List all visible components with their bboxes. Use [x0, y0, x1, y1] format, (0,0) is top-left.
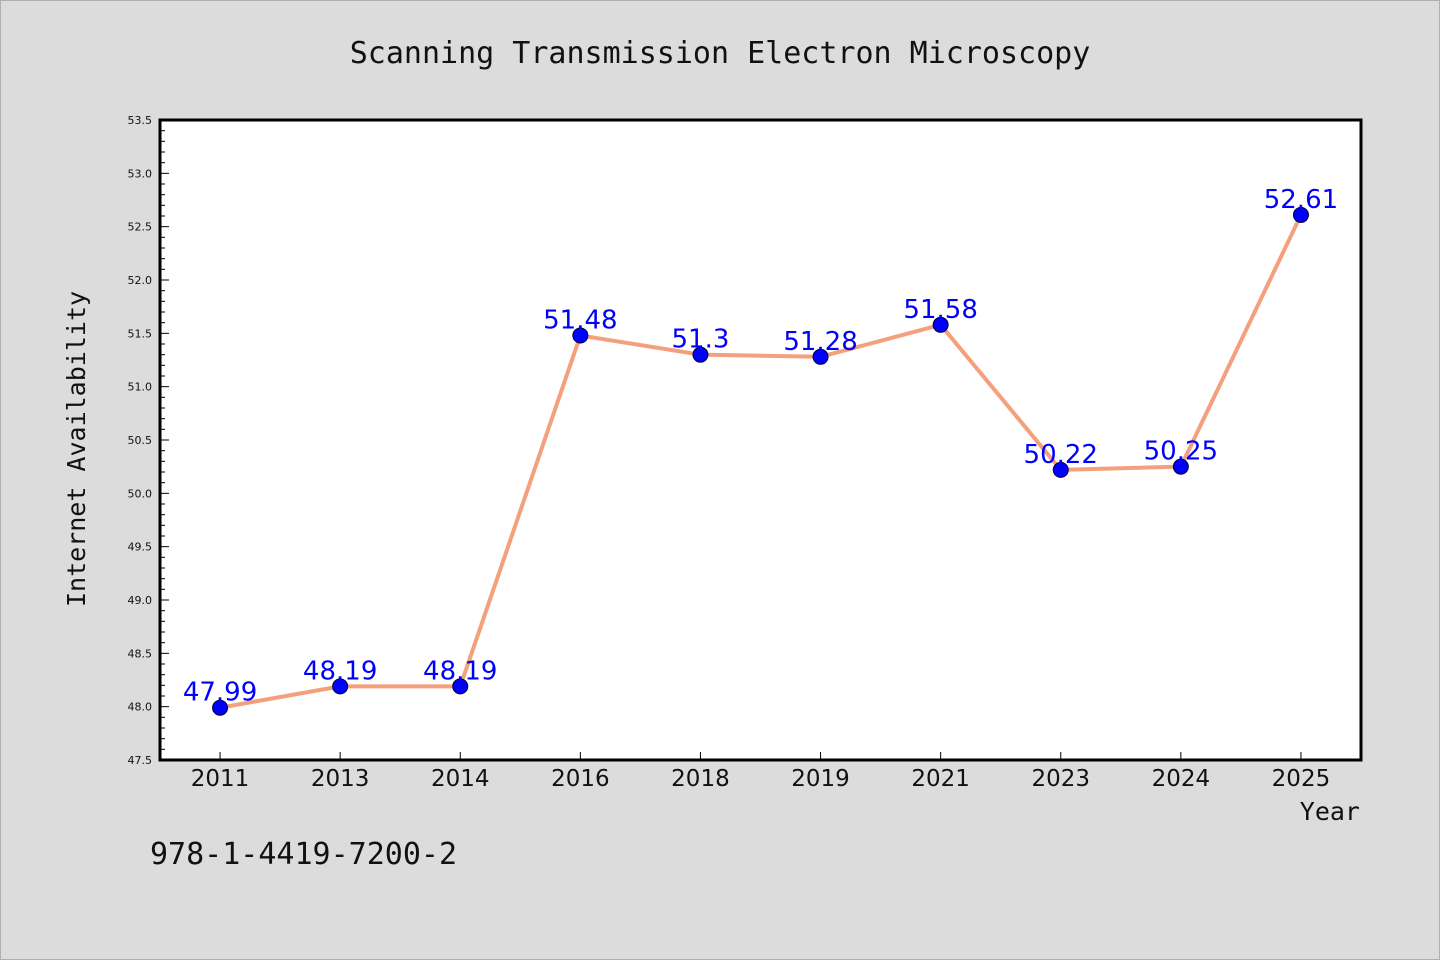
y-tick-label: 47.5 [128, 754, 153, 767]
y-axis: 47.5 48.0 48.5 49.0 49.5 50.0 50.5 51.0 51.5 52.0… [128, 114, 169, 767]
series-layer: 47.99 48.19 48.19 51.48 51.3 51.28 51.58 50.22 5… [183, 185, 1338, 716]
data-label: 51.3 [672, 325, 730, 355]
data-point [812, 348, 829, 365]
y-tick-label: 48.0 [128, 701, 153, 714]
data-label: 51.48 [543, 305, 617, 335]
data-point [692, 346, 709, 363]
series-line [219, 214, 1303, 710]
data-point [212, 699, 229, 716]
y-tick-label: 49.0 [128, 594, 153, 607]
data-point [332, 678, 349, 695]
y-tick-label: 48.5 [128, 647, 153, 660]
x-tick-label: 2024 [1152, 766, 1211, 792]
isbn-text: 978-1-4419-7200-2 [150, 837, 457, 872]
data-point [932, 316, 949, 333]
x-tick-label: 2023 [1031, 766, 1090, 792]
data-label: 51.58 [903, 295, 977, 325]
y-tick-label: 53.5 [128, 114, 153, 127]
data-point [1172, 458, 1189, 475]
y-axis-title: Internet Availability [62, 291, 91, 607]
y-tick-label: 52.5 [128, 221, 153, 234]
plot-area [158, 118, 1363, 762]
y-tick-label: 52.0 [128, 274, 153, 287]
data-point [452, 678, 469, 695]
x-axis: 2011 2013 2014 2016 2018 2019 2021 2023 2024 2025 [191, 752, 1330, 792]
y-tick-label: 51.0 [128, 381, 153, 394]
x-tick-label: 2011 [191, 766, 250, 792]
x-tick-label: 2021 [911, 766, 970, 792]
x-tick-label: 2025 [1272, 766, 1331, 792]
y-tick-label: 53.0 [128, 167, 153, 180]
data-label: 48.19 [303, 656, 377, 686]
x-axis-title: Year [1300, 797, 1360, 826]
x-tick-label: 2019 [791, 766, 850, 792]
data-point [1292, 206, 1309, 223]
y-tick-label: 50.0 [128, 487, 153, 500]
x-tick-label: 2013 [311, 766, 370, 792]
y-tick-label: 49.5 [128, 541, 153, 554]
y-tick-label: 50.5 [128, 434, 153, 447]
y-tick-label: 51.5 [128, 327, 153, 340]
chart-title: Scanning Transmission Electron Microscop… [350, 36, 1091, 71]
data-label: 52.61 [1264, 185, 1338, 215]
data-point [572, 327, 589, 344]
x-tick-label: 2018 [671, 766, 730, 792]
data-point [1052, 461, 1069, 478]
data-label: 50.25 [1144, 437, 1218, 467]
data-label: 50.22 [1024, 440, 1098, 470]
x-tick-label: 2014 [431, 766, 490, 792]
x-tick-label: 2016 [551, 766, 610, 792]
data-label: 47.99 [183, 678, 257, 708]
data-label: 51.28 [783, 327, 857, 357]
data-label: 48.19 [423, 656, 497, 686]
